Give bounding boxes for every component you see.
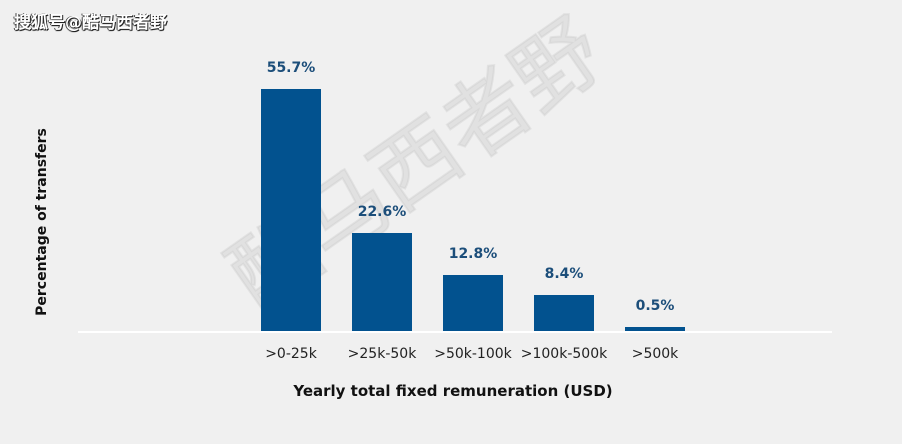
bar-3: [443, 275, 503, 331]
bar-2: [352, 233, 412, 331]
bar-4: [534, 295, 594, 331]
x-tick-label: >500k: [631, 346, 679, 362]
bar-value-label: 8.4%: [544, 266, 584, 282]
bar-value-label: 0.5%: [635, 298, 675, 314]
watermark-sohu: 搜狐号@酷马西者野: [14, 13, 167, 33]
x-tick-label: >50k-100k: [434, 346, 512, 362]
x-tick-label: >100k-500k: [520, 346, 608, 362]
x-tick-label: >25k-50k: [347, 346, 417, 362]
x-tick-label: >0-25k: [265, 346, 317, 362]
bar-1: [261, 89, 321, 331]
y-axis-label: Percentage of transfers: [34, 128, 50, 316]
x-axis-baseline: [78, 331, 832, 333]
bar-value-label: 12.8%: [448, 246, 498, 262]
bar-value-label: 55.7%: [266, 60, 316, 76]
bar-5: [625, 327, 685, 331]
x-axis-label: Yearly total fixed remuneration (USD): [293, 382, 613, 400]
bar-value-label: 22.6%: [357, 204, 407, 220]
